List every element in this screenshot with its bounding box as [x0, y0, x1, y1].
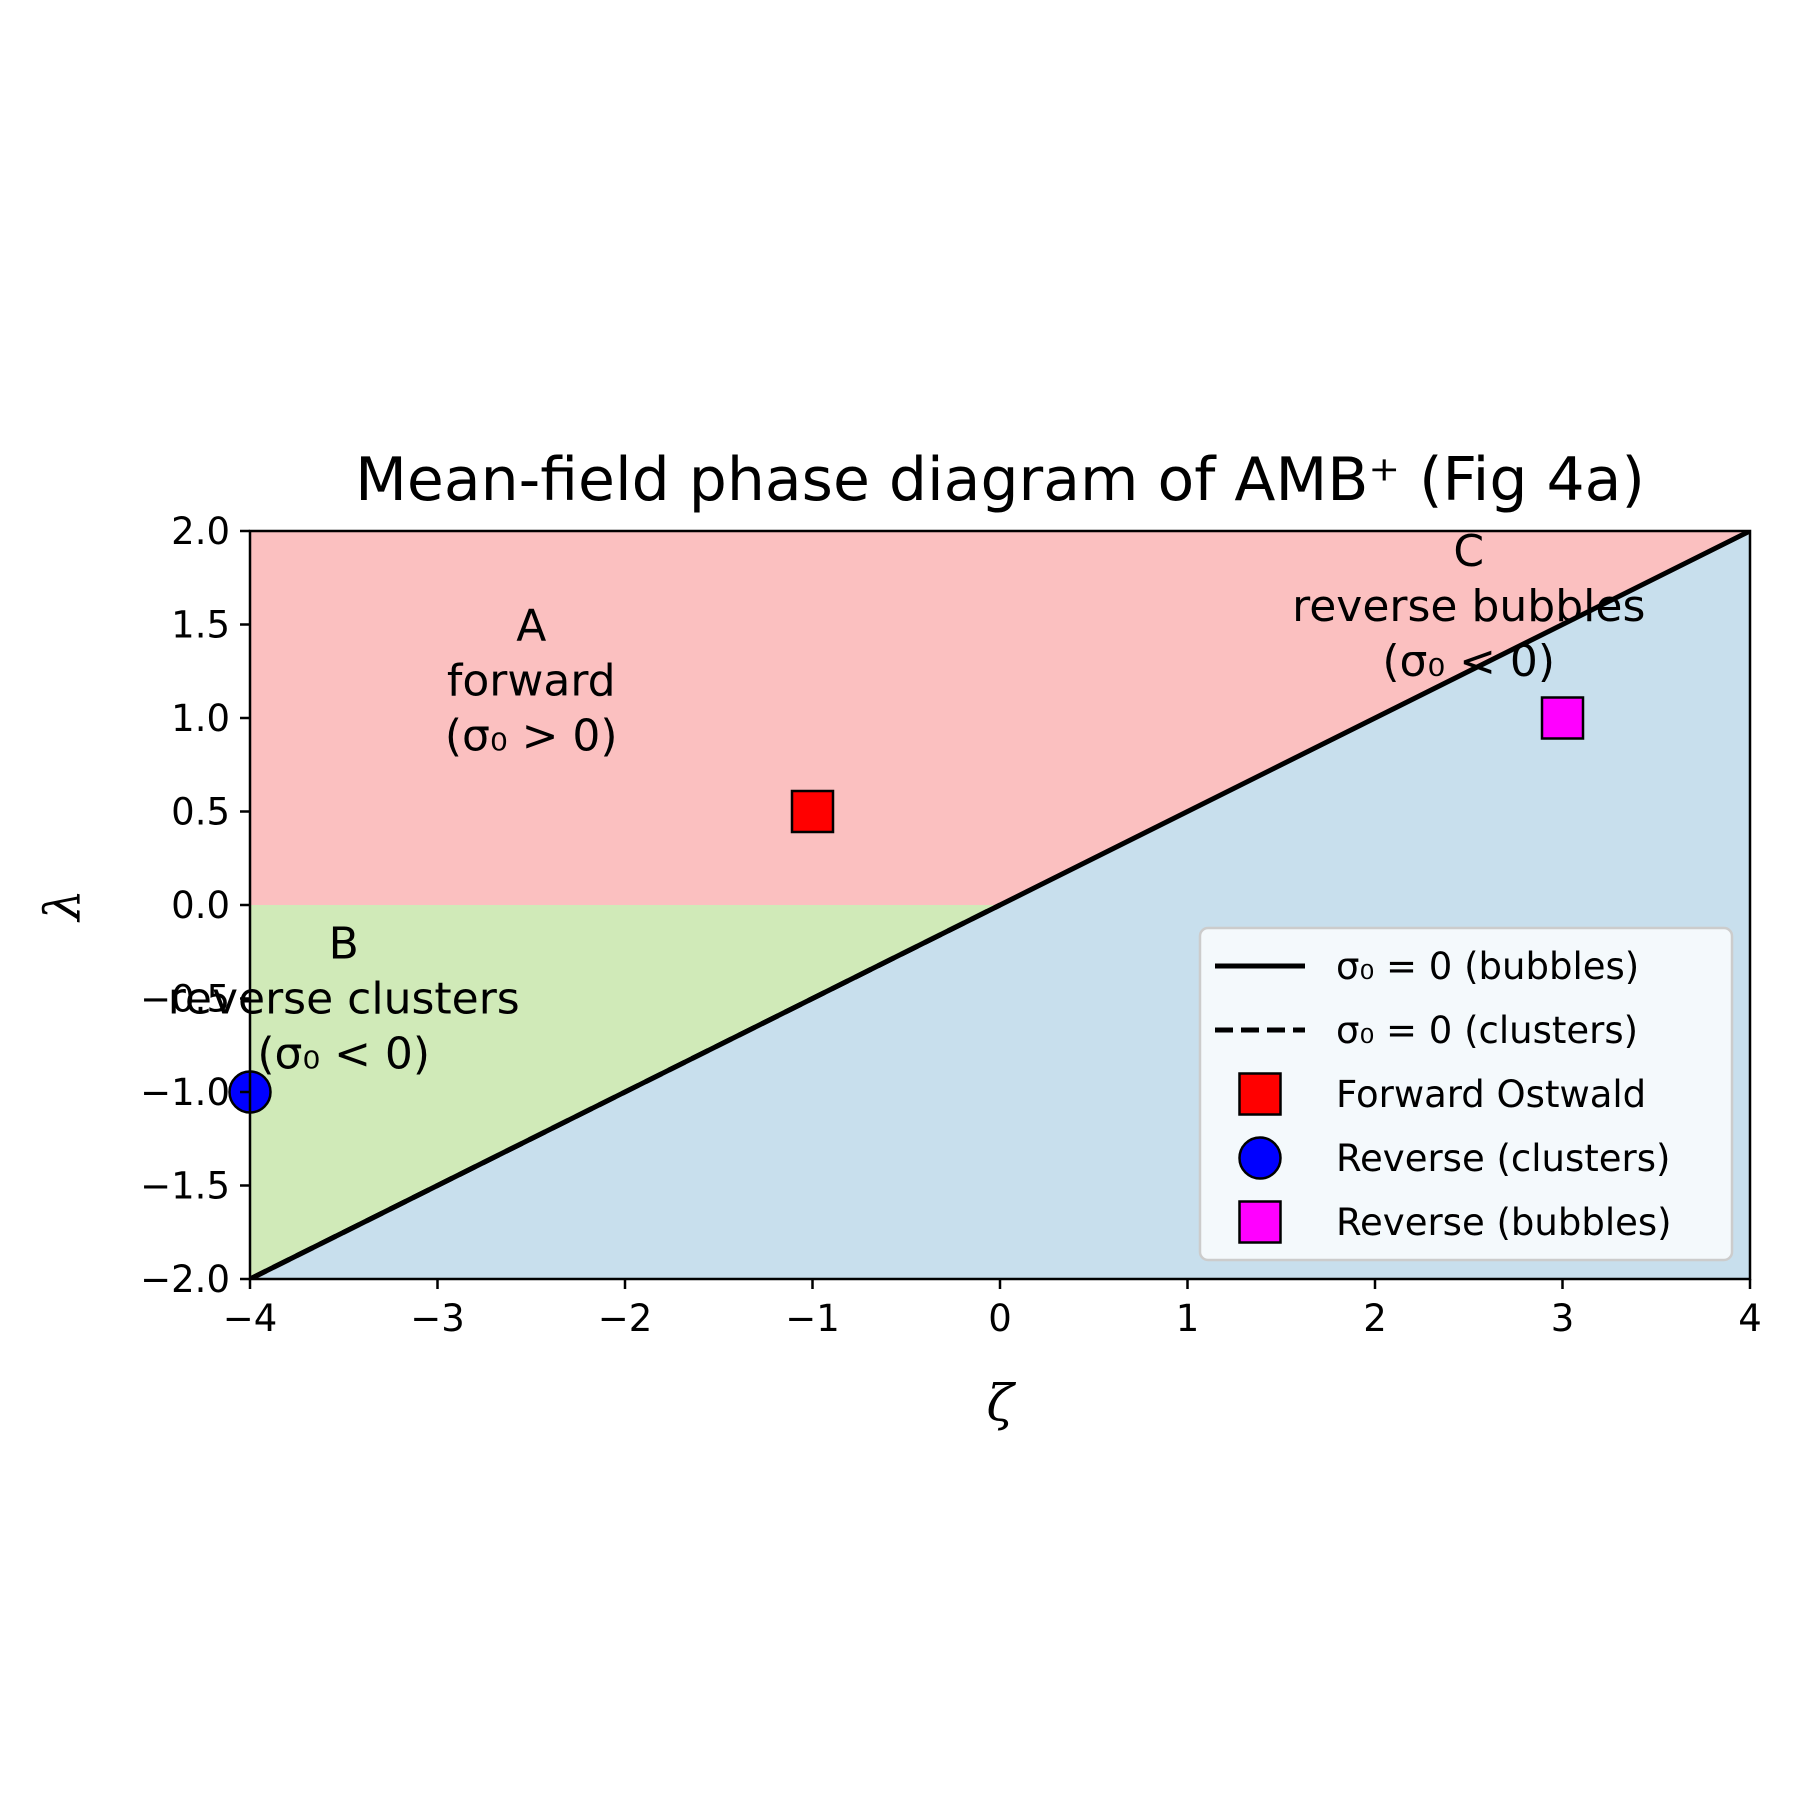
legend-entry-label: Reverse (bubbles)	[1336, 1201, 1672, 1244]
legend-entry-label: Reverse (clusters)	[1336, 1137, 1670, 1180]
legend-box	[1198, 926, 1734, 1262]
region-b-label-line: (σ₀ < 0)	[257, 1029, 430, 1080]
region-b-label-line: reverse clusters	[168, 974, 520, 1025]
x-axis-label: ζ	[986, 1374, 1016, 1432]
region-a-label-line: A	[516, 601, 546, 652]
y-tick-label: −0.5	[140, 978, 230, 1021]
y-tick-label: −1.5	[140, 1165, 230, 1208]
region-a-label-line: forward	[447, 656, 616, 707]
legend-entry-label: Forward Ostwald	[1336, 1073, 1646, 1116]
chart-title: Mean-field phase diagram of AMB⁺ (Fig 4a…	[355, 445, 1645, 515]
legend-marker-swatch	[1238, 1072, 1282, 1116]
region-a-label-line: (σ₀ > 0)	[445, 711, 618, 762]
y-tick-label: 0.0	[171, 884, 230, 927]
x-tick-label: 1	[1176, 1297, 1200, 1340]
y-axis-label: λ	[34, 889, 92, 923]
x-tick-label: 3	[1551, 1297, 1575, 1340]
region-c-label-line: reverse bubbles	[1292, 581, 1645, 632]
y-tick-label: 1.5	[171, 604, 230, 647]
y-tick-label: −2.0	[140, 1258, 230, 1301]
legend-entry-label: σ₀ = 0 (clusters)	[1336, 1009, 1638, 1052]
x-tick-label: −2	[598, 1297, 653, 1340]
marker-forward-ostwald	[790, 789, 835, 834]
x-tick-label: −1	[785, 1297, 840, 1340]
y-tick-label: −1.0	[140, 1071, 230, 1114]
x-tick-label: 4	[1738, 1297, 1762, 1340]
legend-marker-swatch	[1238, 1200, 1282, 1244]
legend-entry-label: σ₀ = 0 (bubbles)	[1336, 945, 1639, 988]
region-a-fill	[250, 531, 1750, 905]
marker-reverse-bubbles	[1540, 696, 1585, 740]
y-tick-label: 0.5	[171, 791, 230, 834]
boundary-line-clusters	[250, 902, 1002, 1279]
x-tick-label: 2	[1363, 1297, 1387, 1340]
x-tick-label: −3	[410, 1297, 465, 1340]
legend-marker-swatch	[1238, 1136, 1282, 1180]
y-tick-label: 1.0	[171, 697, 230, 740]
x-tick-label: −4	[223, 1297, 278, 1340]
y-tick-label: 2.0	[171, 510, 230, 553]
x-tick-label: 0	[988, 1297, 1012, 1340]
region-b-label-line: B	[329, 919, 359, 970]
region-c-label-line: C	[1453, 526, 1484, 577]
region-c-label-line: (σ₀ < 0)	[1382, 636, 1555, 687]
